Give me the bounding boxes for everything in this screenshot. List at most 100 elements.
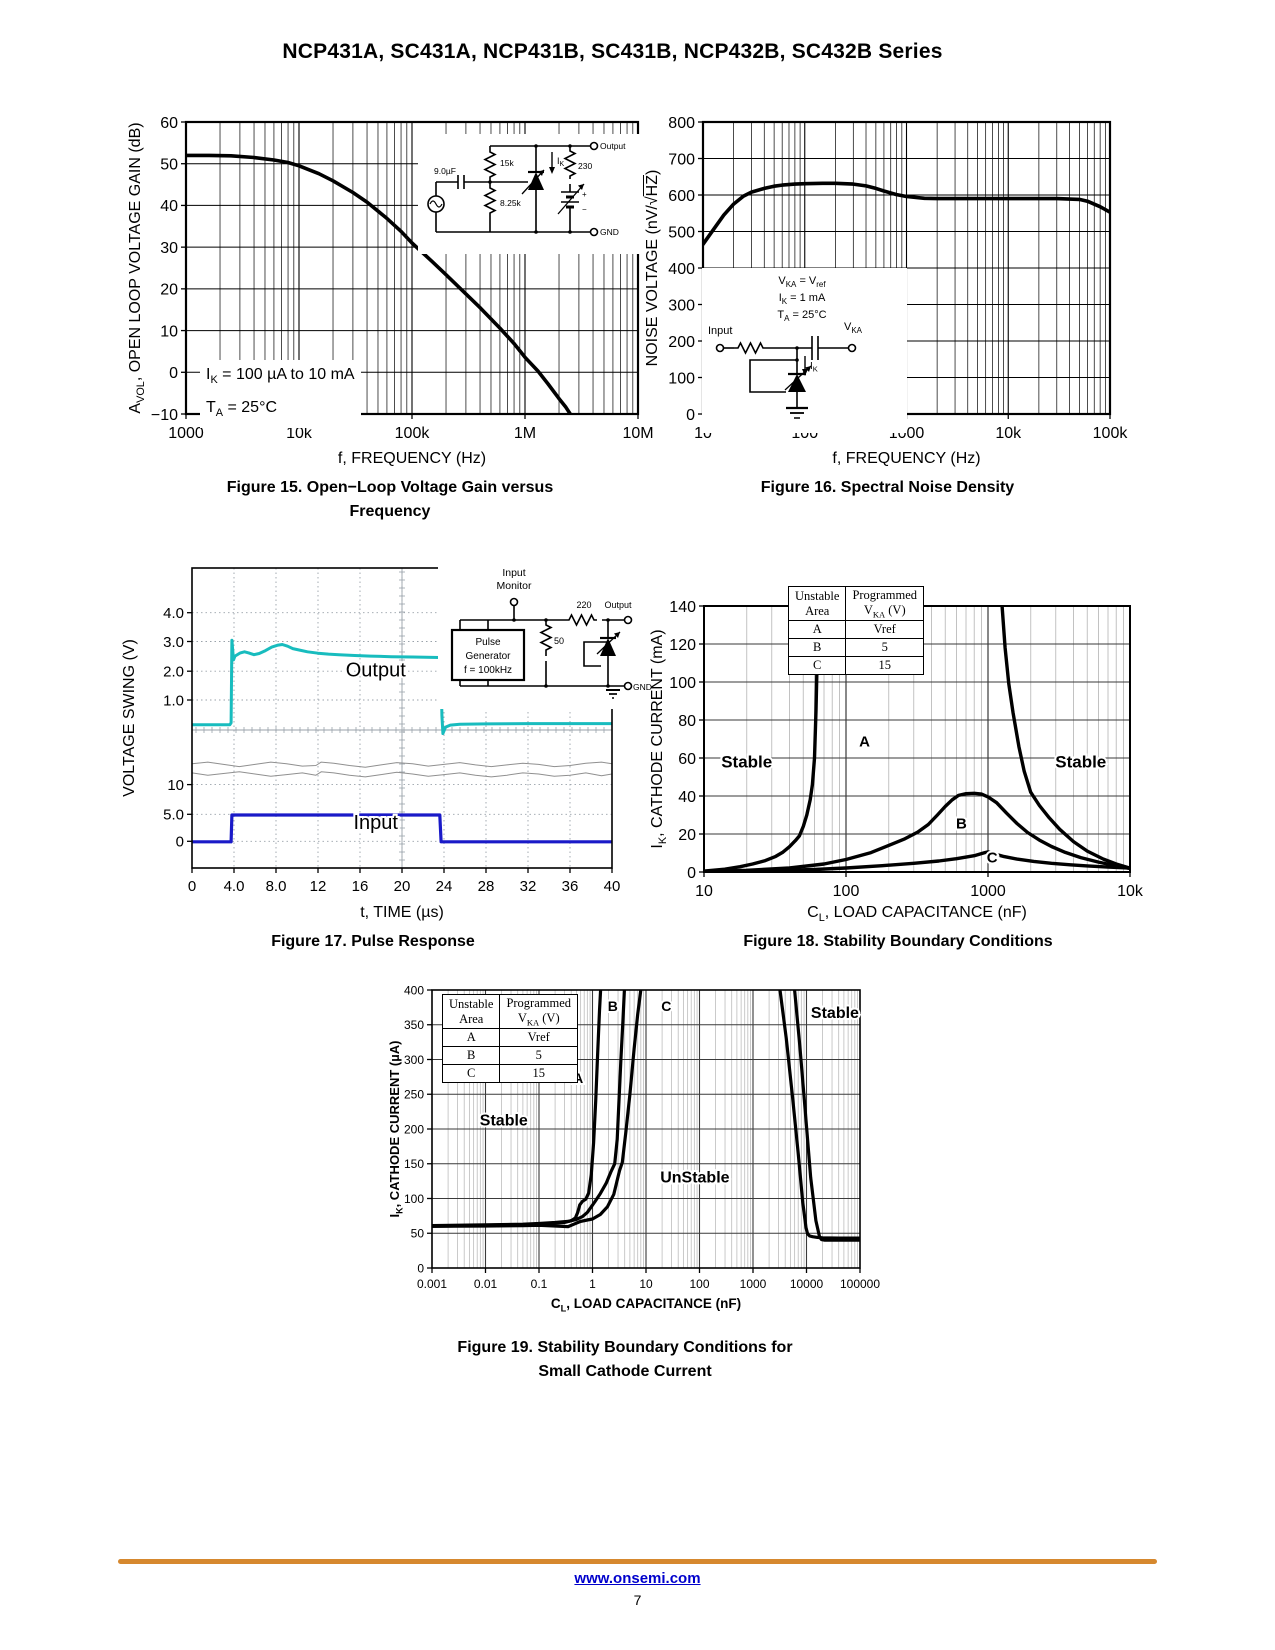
svg-text:40: 40 xyxy=(678,789,696,806)
svg-text:0: 0 xyxy=(417,1261,424,1275)
figure-18: IK, CATHODE CURRENT (mA) 10 100 1000 10k 140… xyxy=(648,556,1168,966)
fig19-x-axis-label: CL, LOAD CAPACITANCE (nF) xyxy=(550,1296,742,1314)
fig16-x-axis-label: f, FREQUENCY (Hz) xyxy=(832,450,981,467)
svg-text:230: 230 xyxy=(578,161,592,171)
svg-text:60: 60 xyxy=(160,115,178,132)
svg-text:GND: GND xyxy=(600,227,619,237)
svg-text:4.0: 4.0 xyxy=(163,605,184,622)
fig18-chart: 10 100 1000 10k 140 120 100 80 60 40 20 0 Stable Stab… xyxy=(669,599,1144,900)
svg-text:800: 800 xyxy=(668,115,695,132)
svg-text:32: 32 xyxy=(520,878,537,895)
tl431-icon xyxy=(788,374,806,392)
svg-text:20: 20 xyxy=(394,878,411,895)
svg-text:50: 50 xyxy=(160,156,178,173)
svg-text:IK: IK xyxy=(557,156,565,168)
page-number: 7 xyxy=(633,1592,642,1608)
fig15-x-axis-label: f, FREQUENCY (Hz) xyxy=(337,450,487,467)
svg-text:Generator: Generator xyxy=(465,651,511,662)
svg-text:TA = 25°C: TA = 25°C xyxy=(777,309,826,323)
series-monitor-trace-upper xyxy=(192,761,612,768)
svg-text:36: 36 xyxy=(562,878,579,895)
fig16-chart: 10 100 1000 10k 100k800700600500400300200100… xyxy=(668,115,1129,442)
svg-text:100: 100 xyxy=(689,1277,709,1291)
series-input-voltage xyxy=(192,813,612,844)
figure-15: AVOL, OPEN LOOP VOLTAGE GAIN (dB) 1000 10… xyxy=(120,108,680,548)
fig16-caption: Figure 16. Spectral Noise Density xyxy=(760,479,1015,496)
svg-text:250: 250 xyxy=(404,1088,424,1102)
svg-text:200: 200 xyxy=(404,1122,424,1136)
svg-text:400: 400 xyxy=(668,261,695,278)
svg-text:1000: 1000 xyxy=(740,1277,767,1291)
series-monitor-trace-lower xyxy=(192,771,612,778)
svg-text:0: 0 xyxy=(169,365,178,382)
resistor-230-icon xyxy=(563,146,577,179)
svg-text:GND: GND xyxy=(633,682,652,692)
svg-text:10: 10 xyxy=(639,1277,653,1291)
series-output-voltage xyxy=(192,638,612,735)
svg-text:10k: 10k xyxy=(995,425,1022,442)
feedback-loop-icon xyxy=(749,359,797,393)
input-terminal-icon xyxy=(715,343,725,353)
svg-text:500: 500 xyxy=(668,224,695,241)
tl431-icon xyxy=(600,638,616,656)
fig15-conditions: IK = 100 µA to 10 mA TA = 25°C xyxy=(200,360,361,429)
svg-text:1: 1 xyxy=(589,1277,596,1291)
output-terminal-icon xyxy=(623,615,633,625)
series-noise-voltage xyxy=(703,181,1110,247)
series-boundary-c xyxy=(432,990,643,1229)
fig16-test-circuit: VKA = Vref IK = 1 mA TA = 25°C Input VKA… xyxy=(702,268,907,433)
page-title: NCP431A, SC431A, NCP431B, SC431B, NCP432… xyxy=(282,40,943,63)
svg-text:120: 120 xyxy=(669,637,696,654)
series-boundary-b xyxy=(704,791,1130,872)
series-right-boundary-1 xyxy=(778,990,860,1240)
resistor-8k25-icon xyxy=(483,182,497,232)
svg-text:100k: 100k xyxy=(395,425,431,442)
svg-text:80: 80 xyxy=(678,713,696,730)
series-boundary-c xyxy=(704,850,1130,872)
svg-text:1.0: 1.0 xyxy=(163,692,184,709)
annotation-c: C xyxy=(661,998,671,1014)
annotation-a: A xyxy=(859,734,870,751)
svg-text:140: 140 xyxy=(669,599,696,616)
svg-text:20: 20 xyxy=(678,827,696,844)
svg-text:0.1: 0.1 xyxy=(531,1277,548,1291)
svg-text:100000: 100000 xyxy=(840,1277,880,1291)
feedback-loop-icon xyxy=(583,641,608,667)
footer-link-row: www.onsemi.com xyxy=(0,1570,1275,1587)
input-monitor-terminal-icon xyxy=(509,597,519,607)
svg-text:10: 10 xyxy=(167,777,184,794)
svg-text:30: 30 xyxy=(160,240,178,257)
gnd-terminal-icon xyxy=(589,227,599,237)
svg-text:0.01: 0.01 xyxy=(474,1277,498,1291)
svg-text:20: 20 xyxy=(160,282,178,299)
svg-text:10k: 10k xyxy=(1117,883,1144,900)
annotation-c: C xyxy=(987,850,998,867)
svg-text:60: 60 xyxy=(678,751,696,768)
svg-text:8.0: 8.0 xyxy=(266,878,287,895)
vka-terminal-icon xyxy=(847,343,857,353)
fig19-caption: Figure 19. Stability Boundary Conditions… xyxy=(457,1339,793,1380)
annotation-stable: Stable xyxy=(480,1113,528,1130)
svg-text:Output: Output xyxy=(600,141,626,151)
fig15-caption: Figure 15. Open−Loop Voltage Gain versus… xyxy=(226,479,554,520)
svg-text:300: 300 xyxy=(404,1053,424,1067)
svg-text:10: 10 xyxy=(160,323,178,340)
svg-text:1000: 1000 xyxy=(168,425,204,442)
svg-text:100k: 100k xyxy=(1093,425,1129,442)
svg-text:Monitor: Monitor xyxy=(496,580,532,592)
svg-text:VKA: VKA xyxy=(844,321,863,335)
svg-text:0: 0 xyxy=(188,878,196,895)
figure-17: VOLTAGE SWING (V) 0 4.0 8.0 12 16 20 24 28 32 36 4… xyxy=(118,556,663,966)
svg-text:f = 100kHz: f = 100kHz xyxy=(464,665,512,676)
svg-text:9.0µF: 9.0µF xyxy=(434,166,456,176)
fig17-caption: Figure 17. Pulse Response xyxy=(271,933,475,950)
tl431-icon xyxy=(528,172,544,190)
footer-divider xyxy=(118,1559,1157,1564)
svg-text:40: 40 xyxy=(160,198,178,215)
svg-text:0: 0 xyxy=(176,834,184,851)
svg-text:0: 0 xyxy=(686,407,695,424)
onsemi-link[interactable]: www.onsemi.com xyxy=(574,1570,701,1587)
